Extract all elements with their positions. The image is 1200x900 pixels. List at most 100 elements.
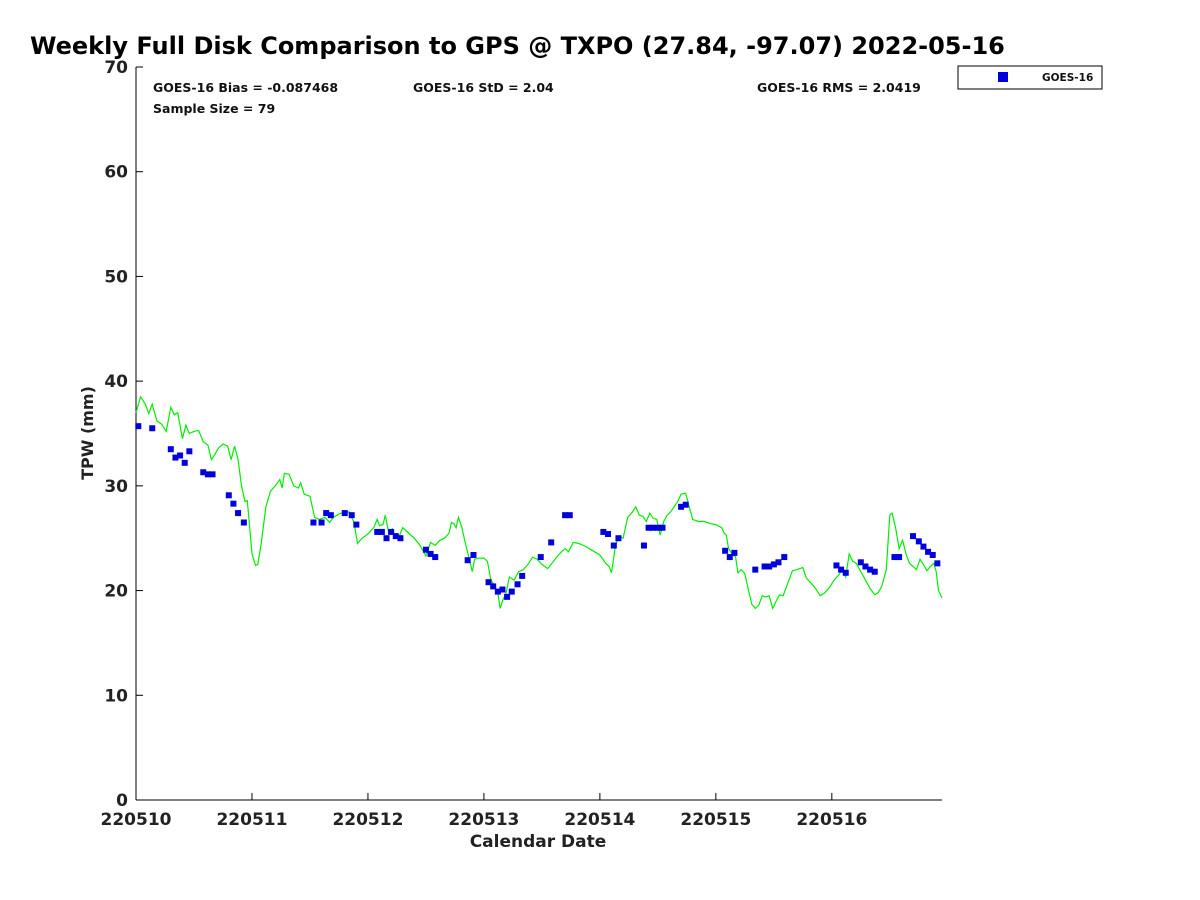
goes-16-point bbox=[920, 543, 927, 550]
goes-16-point bbox=[548, 539, 555, 546]
goes-16-point bbox=[177, 452, 184, 459]
goes-16-point bbox=[862, 563, 869, 570]
goes-16-point bbox=[615, 535, 622, 542]
goes-16-point bbox=[934, 560, 941, 567]
goes-16-point bbox=[775, 559, 782, 566]
stat-sample-size: Sample Size = 79 bbox=[153, 101, 275, 116]
goes-16-point bbox=[200, 469, 207, 476]
y-tick-label: 70 bbox=[104, 58, 128, 78]
goes-16-point bbox=[149, 425, 156, 432]
y-tick-label: 40 bbox=[104, 372, 128, 392]
goes-16-point bbox=[348, 512, 355, 519]
goes-16-point bbox=[929, 551, 936, 558]
goes-16-point bbox=[341, 510, 348, 517]
goes-16-point bbox=[204, 471, 211, 478]
goes-16-point bbox=[915, 538, 922, 545]
goes-16-point bbox=[490, 583, 497, 590]
goes-16-point bbox=[499, 586, 506, 593]
goes-16-point bbox=[562, 512, 569, 519]
stat-rms: GOES-16 RMS = 2.0419 bbox=[757, 80, 921, 95]
goes-16-point bbox=[514, 581, 521, 588]
x-tick-label: 220516 bbox=[796, 810, 867, 830]
goes-16-point bbox=[494, 588, 501, 595]
goes-16-point bbox=[327, 512, 334, 519]
goes-16-point bbox=[508, 588, 515, 595]
goes-16-point bbox=[181, 459, 188, 466]
goes-16-point bbox=[891, 554, 898, 561]
goes-16-point bbox=[761, 563, 768, 570]
chart-title: Weekly Full Disk Comparison to GPS @ TXP… bbox=[30, 32, 1005, 60]
x-tick-label: 220511 bbox=[216, 810, 287, 830]
goes-16-point bbox=[172, 454, 179, 461]
goes-16-point bbox=[925, 548, 932, 555]
x-tick-label: 220512 bbox=[332, 810, 403, 830]
goes-16-point bbox=[896, 554, 903, 561]
plot-area: 0 10 20 30 40 50 60 70 220510 220511 220512 220513… bbox=[101, 58, 943, 830]
y-tick-label: 0 bbox=[116, 791, 128, 811]
goes-16-point bbox=[654, 524, 661, 531]
goes-16-point bbox=[167, 446, 174, 453]
goes-16-point bbox=[766, 563, 773, 570]
goes-16-point bbox=[427, 550, 434, 557]
y-tick-label: 30 bbox=[104, 477, 128, 497]
goes-16-point bbox=[770, 561, 777, 568]
goes-16-point bbox=[432, 554, 439, 561]
goes-16-point bbox=[871, 568, 878, 575]
goes-16-point bbox=[857, 559, 864, 566]
goes-16-point bbox=[752, 566, 759, 573]
goes-16-point bbox=[842, 569, 849, 576]
goes-16-point bbox=[605, 531, 612, 538]
goes-16-point bbox=[504, 593, 511, 600]
goes-16-point bbox=[397, 535, 404, 542]
goes-16-point bbox=[838, 566, 845, 573]
goes-16-point bbox=[910, 533, 917, 540]
goes-16-point bbox=[833, 562, 840, 569]
goes-16-point bbox=[731, 549, 738, 556]
goes-16-point bbox=[240, 519, 247, 526]
gps-series-line bbox=[135, 395, 943, 611]
goes-16-point bbox=[374, 528, 381, 535]
goes-16-point bbox=[388, 528, 395, 535]
goes-16-point bbox=[318, 519, 325, 526]
gps-series bbox=[135, 395, 943, 611]
y-ticks: 0 10 20 30 40 50 60 70 bbox=[104, 58, 143, 811]
x-tick-label: 220515 bbox=[680, 810, 751, 830]
goes-16-point bbox=[225, 492, 232, 499]
x-tick-label: 220514 bbox=[564, 810, 635, 830]
goes-16-point bbox=[323, 510, 330, 517]
goes-16-point bbox=[310, 519, 317, 526]
x-ticks: 220510 220511 220512 220513 220514 220515 2205… bbox=[101, 793, 867, 830]
goes-16-point bbox=[640, 542, 647, 549]
goes-16-point bbox=[464, 557, 471, 564]
goes-16-point bbox=[659, 524, 666, 531]
goes-16-point bbox=[135, 423, 142, 430]
goes-16-point bbox=[186, 448, 193, 455]
goes-16-point bbox=[470, 551, 477, 558]
goes-16-point bbox=[235, 510, 242, 517]
goes-16-point bbox=[353, 521, 360, 528]
goes-16-point bbox=[392, 533, 399, 540]
goes-16-point bbox=[781, 554, 788, 561]
goes-16-point bbox=[726, 554, 733, 561]
goes-16-point bbox=[682, 501, 689, 508]
y-tick-label: 60 bbox=[104, 163, 128, 183]
goes-16-point bbox=[485, 579, 492, 586]
goes-16-point bbox=[610, 542, 617, 549]
legend: GOES-16 bbox=[957, 65, 1103, 90]
y-tick-label: 20 bbox=[104, 582, 128, 602]
goes-16-point bbox=[537, 554, 544, 561]
stat-std: GOES-16 StD = 2.04 bbox=[413, 80, 554, 95]
stat-bias: GOES-16 Bias = -0.087468 bbox=[153, 80, 338, 95]
legend-box bbox=[957, 65, 1103, 90]
goes-16-point bbox=[519, 572, 526, 579]
goes-16-point bbox=[722, 547, 729, 554]
legend-label: GOES-16 bbox=[1042, 72, 1093, 84]
goes-16-point bbox=[378, 528, 385, 535]
goes-16-point bbox=[422, 546, 429, 553]
y-axis-label: TPW (mm) bbox=[78, 386, 97, 480]
y-tick-label: 10 bbox=[104, 686, 128, 706]
goes-16-point bbox=[867, 566, 874, 573]
goes-16-point bbox=[645, 524, 652, 531]
x-tick-label: 220510 bbox=[101, 810, 172, 830]
